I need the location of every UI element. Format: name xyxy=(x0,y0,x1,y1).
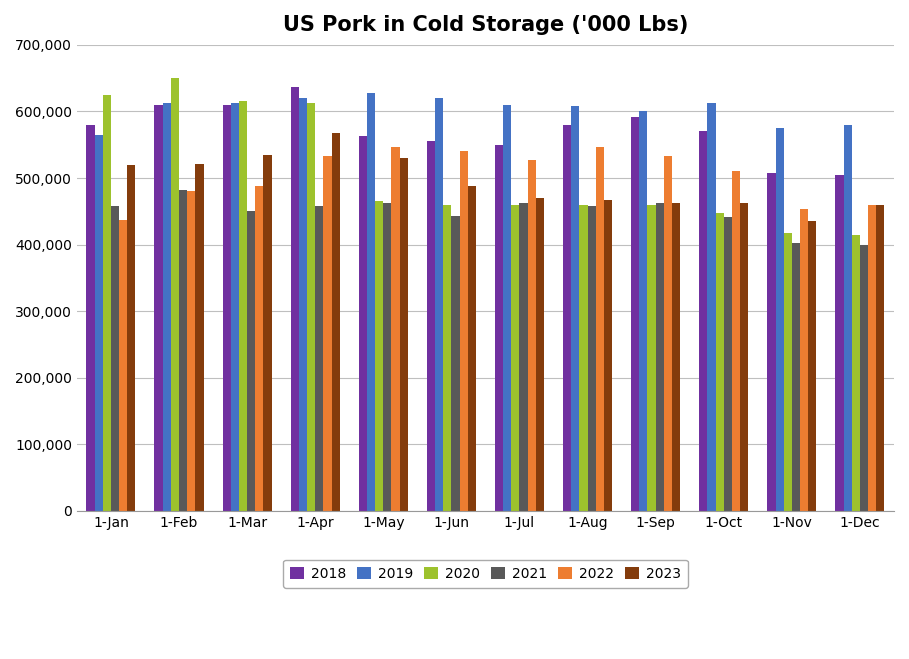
Bar xyxy=(86,125,95,511)
Bar xyxy=(247,212,255,511)
Bar xyxy=(504,105,511,511)
Bar xyxy=(367,93,375,511)
Bar xyxy=(784,233,792,511)
Bar xyxy=(375,201,384,511)
Title: US Pork in Cold Storage ('000 Lbs): US Pork in Cold Storage ('000 Lbs) xyxy=(283,15,688,35)
Bar xyxy=(307,103,315,511)
Bar xyxy=(187,191,195,511)
Bar xyxy=(179,190,187,511)
Bar xyxy=(223,105,231,511)
Bar xyxy=(587,206,595,511)
Bar xyxy=(95,134,103,511)
Bar xyxy=(800,210,808,511)
Bar xyxy=(563,125,571,511)
Bar xyxy=(767,173,775,511)
Bar xyxy=(535,198,544,511)
Bar xyxy=(715,214,724,511)
Bar xyxy=(384,203,392,511)
Bar xyxy=(195,164,204,511)
Bar xyxy=(468,186,476,511)
Bar xyxy=(239,101,247,511)
Bar xyxy=(775,128,784,511)
Bar xyxy=(740,203,748,511)
Bar xyxy=(808,221,816,511)
Bar xyxy=(435,98,444,511)
Bar xyxy=(155,105,163,511)
Bar xyxy=(639,111,647,511)
Bar xyxy=(876,205,884,511)
Bar xyxy=(792,243,800,511)
Bar xyxy=(460,151,468,511)
Bar xyxy=(103,95,111,511)
Bar xyxy=(171,78,179,511)
Bar xyxy=(427,142,435,511)
Bar xyxy=(359,136,367,511)
Bar xyxy=(527,160,535,511)
Bar xyxy=(495,145,504,511)
Bar xyxy=(332,133,340,511)
Bar xyxy=(452,216,460,511)
Legend: 2018, 2019, 2020, 2021, 2022, 2023: 2018, 2019, 2020, 2021, 2022, 2023 xyxy=(283,559,688,588)
Bar xyxy=(835,175,844,511)
Bar xyxy=(631,117,639,511)
Bar xyxy=(163,103,171,511)
Bar xyxy=(852,235,860,511)
Bar xyxy=(519,203,527,511)
Bar xyxy=(655,203,664,511)
Bar xyxy=(579,205,587,511)
Bar xyxy=(264,155,272,511)
Bar xyxy=(111,206,119,511)
Bar xyxy=(724,217,732,511)
Bar xyxy=(392,147,400,511)
Bar xyxy=(604,200,612,511)
Bar xyxy=(127,165,135,511)
Bar xyxy=(647,205,655,511)
Bar xyxy=(400,158,408,511)
Bar xyxy=(299,98,307,511)
Bar xyxy=(732,171,740,511)
Bar xyxy=(444,205,452,511)
Bar xyxy=(119,220,127,511)
Bar xyxy=(672,203,680,511)
Bar xyxy=(511,205,519,511)
Bar xyxy=(699,131,707,511)
Bar xyxy=(707,103,715,511)
Bar xyxy=(664,156,672,511)
Bar xyxy=(315,206,324,511)
Bar xyxy=(255,186,264,511)
Bar xyxy=(231,103,239,511)
Bar xyxy=(595,147,604,511)
Bar xyxy=(324,156,332,511)
Bar xyxy=(571,106,579,511)
Bar xyxy=(860,244,868,511)
Bar xyxy=(291,87,299,511)
Bar xyxy=(844,125,852,511)
Bar xyxy=(868,205,876,511)
